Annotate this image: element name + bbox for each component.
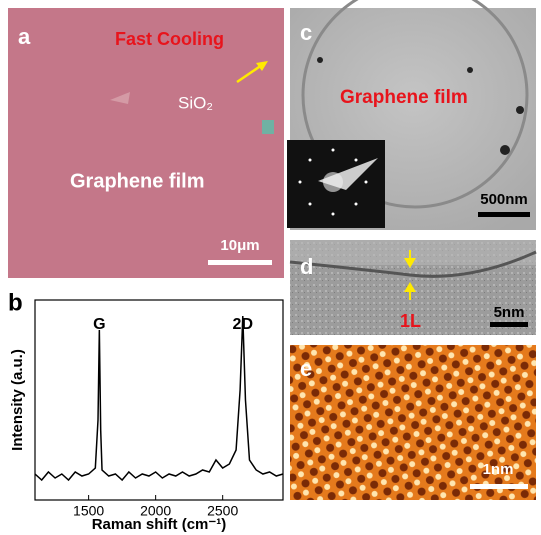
scale-label: 1nm: [483, 461, 514, 478]
x-tick-label: 2500: [207, 503, 238, 519]
panel-c: c Graphene film 500nm: [287, 0, 536, 230]
layer-label: 1L: [400, 311, 421, 331]
particle: [467, 67, 473, 73]
scale-bar: [470, 484, 528, 489]
panel-letter: c: [300, 20, 312, 45]
panel-e: e 1nm: [290, 345, 536, 500]
panel-d: d 1L 5nm: [290, 240, 536, 335]
particle: [317, 57, 323, 63]
central-spot: [323, 172, 343, 192]
particle: [516, 106, 524, 114]
arrow-label: SiO₂: [178, 93, 213, 112]
scale-bar: [208, 260, 272, 265]
film-label: Graphene film: [340, 87, 468, 108]
y-axis-label: Intensity (a.u.): [9, 349, 26, 451]
scale-label: 10μm: [220, 237, 259, 254]
flake: [262, 120, 274, 134]
figure: a Fast Cooling SiO₂ Graphene film 10μm c…: [0, 0, 541, 535]
panel-letter: b: [8, 289, 23, 316]
scale-bar: [490, 322, 528, 327]
scale-bar: [478, 212, 530, 217]
panel-letter: a: [18, 24, 31, 49]
peak-label: G: [93, 316, 105, 333]
panel-letter: d: [300, 254, 313, 279]
panel-b: b Intensity (a.u.) Raman shift (cm⁻¹) 15…: [8, 289, 283, 533]
panel-a: a Fast Cooling SiO₂ Graphene film 10μm: [8, 8, 284, 278]
film-label: Graphene film: [70, 170, 204, 192]
scale-label: 500nm: [480, 191, 528, 208]
panel-title: Fast Cooling: [115, 29, 224, 49]
x-tick-label: 2000: [140, 503, 171, 519]
particle: [500, 145, 510, 155]
peak-label: 2D: [233, 316, 253, 333]
scale-label: 5nm: [494, 304, 525, 321]
x-tick-label: 1500: [73, 503, 104, 519]
spectrum-line: [35, 316, 283, 480]
panel-letter: e: [300, 356, 312, 381]
